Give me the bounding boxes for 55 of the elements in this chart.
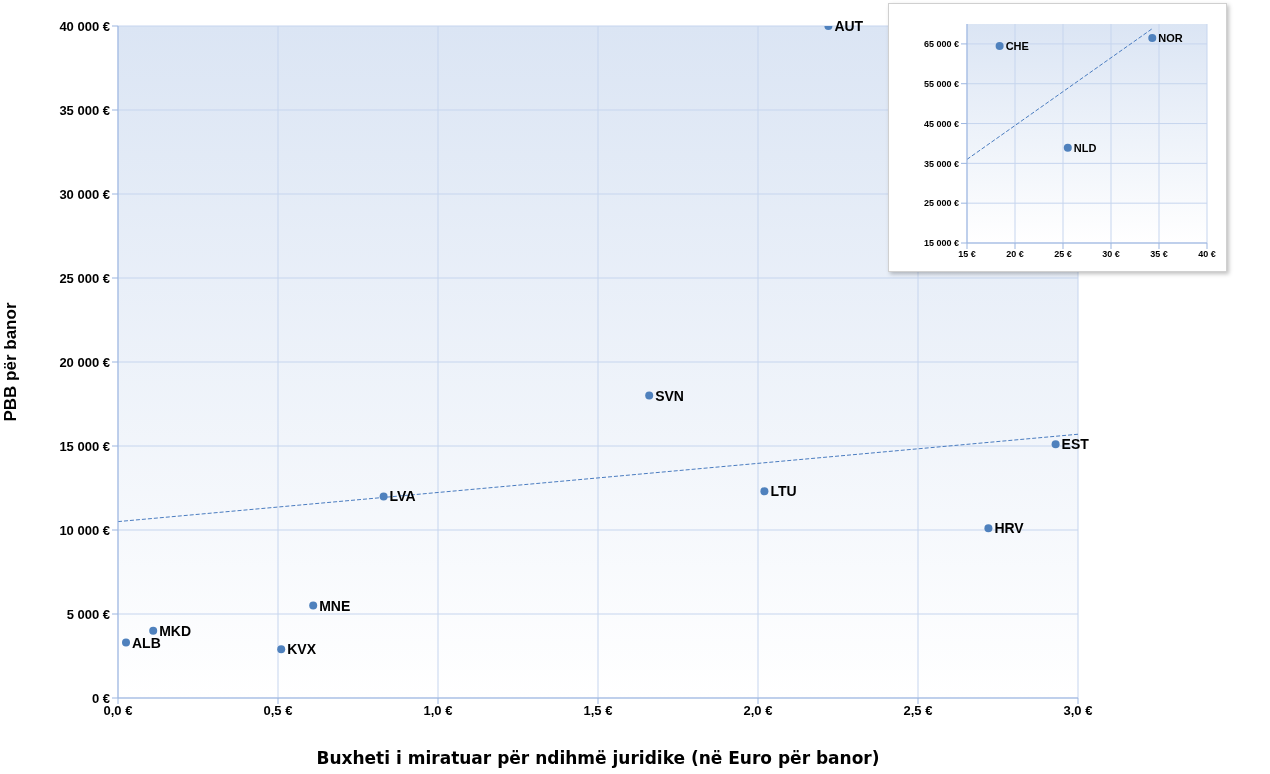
point (760, 487, 769, 496)
x-tick-label: 35 € (1150, 249, 1168, 260)
y-tick-label: 65 000 € (923, 39, 959, 50)
point (984, 524, 993, 533)
point (277, 645, 286, 654)
x-tick-label: 15 € (958, 249, 976, 260)
x-tick-label: 0,5 € (263, 703, 293, 719)
annotation: LTU (770, 483, 797, 500)
point (122, 638, 130, 647)
x-tick-label: 1,0 € (423, 703, 453, 719)
point (149, 626, 158, 635)
y-tick-label: 25 000 € (59, 270, 110, 286)
annotation: EST (1061, 436, 1090, 453)
x-tick-label: 2,0 € (743, 703, 773, 719)
x-tick-label: 0,0 € (103, 703, 133, 719)
annotation: LVA (389, 488, 416, 505)
y-axis-title: PBB për banor (1, 302, 21, 422)
point (1051, 440, 1060, 449)
y-tick-label: 15 000 € (923, 238, 959, 249)
annotation: NOR (1158, 31, 1183, 44)
annotation: HRV (994, 520, 1025, 537)
y-tick-label: 35 000 € (923, 158, 959, 169)
annotation: KVX (287, 641, 317, 658)
point (645, 391, 654, 400)
annotation: SVN (655, 387, 684, 404)
x-tick-label: 40 € (1198, 249, 1216, 260)
annotation: NLD (1073, 141, 1097, 154)
y-tick-label: 20 000 € (59, 354, 110, 370)
y-tick-label: 10 000 € (59, 522, 110, 538)
y-tick-label: 45 000 € (923, 118, 959, 129)
x-tick-label: 1,5 € (583, 703, 613, 719)
x-tick-label: 30 € (1102, 249, 1120, 260)
point (995, 41, 1004, 50)
y-tick-label: 55 000 € (923, 78, 959, 89)
x-tick-label: 3,0 € (1063, 703, 1093, 719)
x-axis-title: Buxheti i miratuar për ndihmë juridike (në Euro për banor) (316, 748, 880, 768)
x-tick-label: 2,5 € (903, 703, 933, 719)
point (1063, 143, 1072, 152)
annotation: AUT (834, 17, 864, 34)
point (309, 601, 318, 610)
annotation: MKD (159, 622, 192, 639)
y-tick-label: 40 000 € (59, 18, 110, 34)
point (379, 492, 388, 501)
y-tick-label: 0 € (91, 690, 110, 706)
y-tick-label: 25 000 € (923, 198, 959, 209)
annotation: CHE (1005, 39, 1029, 52)
annotation: MNE (319, 597, 351, 614)
y-tick-label: 35 000 € (59, 102, 110, 118)
x-tick-label: 25 € (1054, 249, 1072, 260)
annotation: ALB (132, 634, 161, 651)
y-tick-label: 5 000 € (66, 606, 110, 622)
y-tick-label: 30 000 € (59, 186, 110, 202)
point (1148, 33, 1157, 42)
y-tick-label: 15 000 € (59, 438, 110, 454)
x-tick-label: 20 € (1006, 249, 1024, 260)
